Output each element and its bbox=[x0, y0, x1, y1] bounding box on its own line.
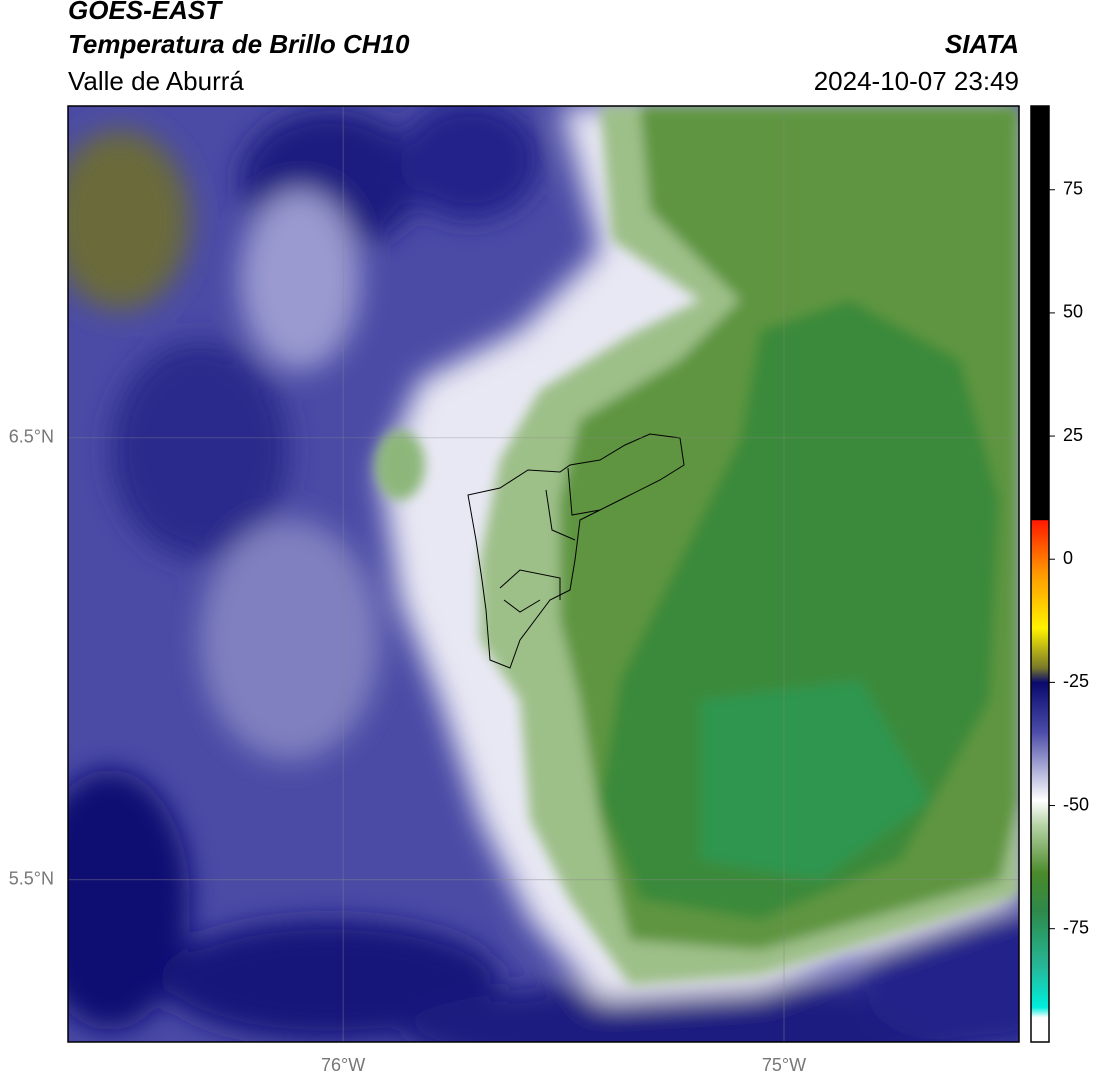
y-tick-label: 6.5°N bbox=[9, 427, 54, 447]
colorbar-tick-label: 75 bbox=[1063, 178, 1083, 198]
colorbar-tick-label: 25 bbox=[1063, 425, 1083, 445]
source: SIATA bbox=[945, 29, 1019, 59]
municipality-boundaries bbox=[467, 433, 685, 669]
y-tick-label: 5.5°N bbox=[9, 869, 54, 889]
map-frame bbox=[67, 105, 1020, 1043]
colorbar-tick-label: -25 bbox=[1063, 671, 1089, 691]
colorbar bbox=[1030, 105, 1050, 1043]
title: GOES-EAST bbox=[68, 0, 223, 25]
region: Valle de Aburrá bbox=[68, 66, 244, 96]
imagery bbox=[68, 106, 1019, 1042]
datetime: 2024-10-07 23:49 bbox=[814, 66, 1019, 96]
x-tick-label: 76°W bbox=[321, 1055, 365, 1075]
colorbar-tick-label: -75 bbox=[1063, 917, 1089, 937]
colorbar-tick-label: 0 bbox=[1063, 548, 1073, 568]
subtitle: Temperatura de Brillo CH10 bbox=[68, 29, 410, 59]
colorbar-tick-label: -50 bbox=[1063, 794, 1089, 814]
x-tick-label: 75°W bbox=[762, 1055, 806, 1075]
colorbar-tick-label: 50 bbox=[1063, 302, 1083, 322]
